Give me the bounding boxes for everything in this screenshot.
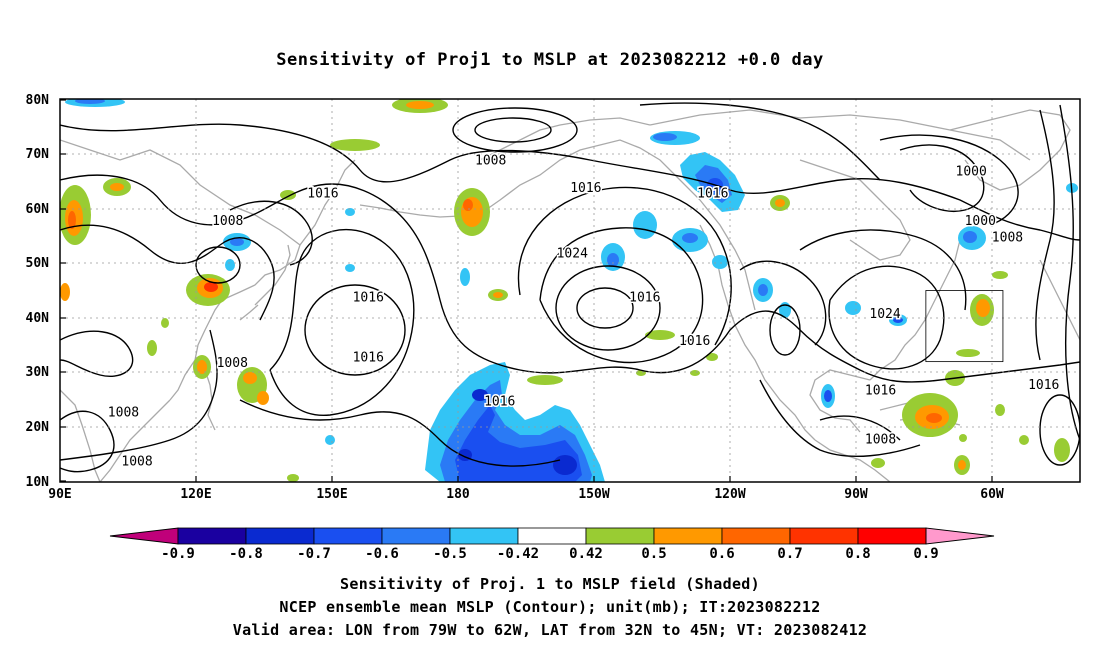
- colorbar-segment: [585, 527, 655, 545]
- colorbar-segment: [449, 527, 519, 545]
- lon-label: 120E: [180, 487, 211, 502]
- lon-label: 90W: [844, 487, 868, 502]
- colorbar-segment: [857, 527, 927, 545]
- contour-label: 1016: [629, 290, 660, 305]
- chart-title: Sensitivity of Proj1 to MSLP at 20230822…: [276, 50, 824, 70]
- contour-label: 1008: [992, 230, 1023, 245]
- colorbar-label: -0.6: [365, 546, 399, 562]
- contour-label: 1016: [353, 351, 384, 366]
- contour-label: 1016: [353, 290, 384, 305]
- contour-label: 1016: [484, 394, 515, 409]
- lat-label: 40N: [26, 311, 50, 326]
- colorbar-label: 0.42: [569, 546, 603, 562]
- lon-label: 90E: [48, 487, 71, 502]
- colorbar-label: -0.9: [161, 546, 195, 562]
- colorbar-label: -0.5: [433, 546, 467, 562]
- colorbar-label: 0.9: [913, 546, 938, 562]
- contour-label: 1016: [570, 181, 601, 196]
- lat-label: 10N: [26, 475, 50, 490]
- lat-tick-labels: 80N 70N 60N 50N 40N 30N 20N 10N: [26, 93, 50, 490]
- contour-label: 1016: [307, 186, 338, 201]
- colorbar-label: 0.8: [845, 546, 870, 562]
- contour-label: 1016: [1028, 378, 1059, 393]
- contour-label: 1008: [108, 405, 139, 420]
- caption-line-2: NCEP ensemble mean MSLP (Contour); unit(…: [279, 598, 821, 616]
- contour-label: 1008: [475, 154, 506, 169]
- lon-label: 180: [446, 487, 470, 502]
- contour-label: 1000: [965, 214, 996, 229]
- lon-label: 120W: [714, 487, 745, 502]
- lon-tick-labels: 90E 120E 150E 180 150W 120W 90W 60W: [48, 487, 1004, 502]
- lat-label: 30N: [26, 365, 50, 380]
- caption-line-1: Sensitivity of Proj. 1 to MSLP field (Sh…: [340, 575, 760, 593]
- colorbar-label: 0.5: [641, 546, 666, 562]
- mslp-contours: [60, 102, 1080, 473]
- gridlines: [60, 99, 1080, 482]
- colorbar-label: 0.6: [709, 546, 734, 562]
- lon-label: 150E: [316, 487, 347, 502]
- colorbar-over-triangle: [925, 527, 995, 545]
- lon-label: 150W: [578, 487, 609, 502]
- contour-label: 1008: [217, 356, 248, 371]
- colorbar-under-triangle: [109, 527, 179, 545]
- contour-label: 1024: [557, 247, 588, 262]
- colorbar-segment: [313, 527, 383, 545]
- colorbar-segment: [517, 527, 587, 545]
- lat-label: 60N: [26, 202, 50, 217]
- sensitivity-shading: [60, 99, 1078, 482]
- contour-label: 1016: [865, 383, 896, 398]
- contour-label: 1016: [679, 334, 710, 349]
- colorbar-segment: [721, 527, 791, 545]
- colorbar-label: 0.7: [777, 546, 802, 562]
- colorbar-label: -0.7: [297, 546, 331, 562]
- colorbar-segment: [381, 527, 451, 545]
- colorbar-segment: [789, 527, 859, 545]
- colorbar-label: -0.42: [497, 546, 539, 562]
- lat-label: 80N: [26, 93, 50, 108]
- caption-line-3: Valid area: LON from 79W to 62W, LAT fro…: [232, 621, 868, 639]
- contour-label: 1008: [121, 455, 152, 470]
- contour-label: 1024: [869, 307, 900, 322]
- colorbar: -0.9 -0.8 -0.7 -0.6 -0.5 -0.42 0.42 0.5 0.6 0.7 0.…: [109, 527, 995, 562]
- valid-area-box: [925, 290, 1004, 363]
- contour-label: 1016: [697, 186, 728, 201]
- colorbar-segment: [653, 527, 723, 545]
- tick-marks: [60, 99, 993, 482]
- map-frame: [59, 98, 1081, 483]
- contour-label: 1008: [865, 433, 896, 448]
- colorbar-segment: [177, 527, 247, 545]
- contour-label: 1008: [212, 214, 243, 229]
- lat-label: 20N: [26, 420, 50, 435]
- contour-label: 1000: [956, 165, 987, 180]
- colorbar-segment: [245, 527, 315, 545]
- lat-label: 50N: [26, 256, 50, 271]
- lat-label: 70N: [26, 147, 50, 162]
- colorbar-label: -0.8: [229, 546, 263, 562]
- lon-label: 60W: [980, 487, 1004, 502]
